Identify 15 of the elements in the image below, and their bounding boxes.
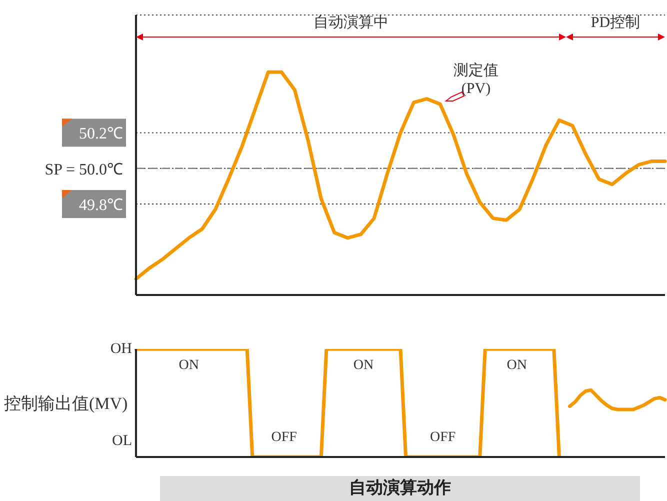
annotation: OFF [271,430,298,445]
y-tick-label: 50.2℃ [79,126,123,143]
annotation: PD控制 [590,14,642,32]
annotation: 自动演算中 [312,14,390,32]
annotation: ON [178,358,200,373]
text: OL [112,432,132,450]
y-axis-title: 控制输出值(MV) [4,394,128,413]
y-tick-label: SP = 50.0℃ [44,161,123,178]
annotation: OFF [430,430,456,445]
y-tick-label: 49.8℃ [79,197,123,214]
annotation: 测定值 (PV) [452,62,500,98]
annotation: ON [353,358,374,373]
x-axis-title: 自动演算动作 [160,476,640,501]
text: OH [110,340,132,358]
annotation: ON [506,358,527,373]
